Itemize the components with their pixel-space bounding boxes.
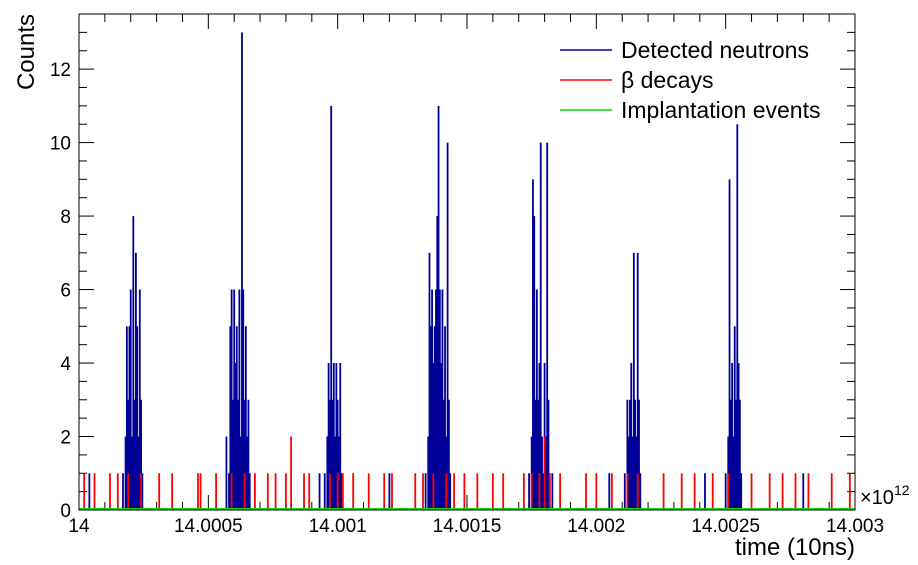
chart-bars (83, 32, 851, 510)
y-axis-label: Counts (13, 14, 40, 90)
x-axis-multiplier-exponent: 12 (894, 482, 910, 498)
y-tick-label: 8 (60, 207, 71, 228)
x-tick-label: 14.0015 (433, 516, 502, 537)
y-tick-label: 12 (50, 60, 71, 81)
x-tick-label: 14.001 (309, 516, 367, 537)
y-tick-label: 6 (60, 281, 71, 302)
x-tick-label: 14 (68, 516, 90, 537)
x-tick-label: 14.003 (826, 516, 884, 537)
x-axis-multiplier-base: ×10 (860, 487, 894, 509)
legend: Detected neutrons β decays Implantation … (560, 37, 820, 123)
y-tick-label: 10 (50, 134, 71, 155)
legend-label-detected-neutrons: Detected neutrons (621, 37, 809, 63)
x-tick-label: 14.0025 (691, 516, 760, 537)
x-axis-label: time (10ns) (735, 534, 855, 561)
x-axis-multiplier: ×1012 (860, 482, 910, 509)
plot-frame (78, 13, 856, 511)
x-tick-label: 14.0005 (174, 516, 243, 537)
x-tick-label: 14.002 (567, 516, 625, 537)
x-tick-labels: 14 14.0005 14.001 14.0015 14.002 14.0025 14.00… (68, 516, 884, 537)
legend-label-implantation-events: Implantation events (621, 97, 820, 123)
y-tick-labels: 0 2 4 6 8 10 12 (50, 60, 72, 522)
legend-label-beta-decays: β decays (621, 67, 714, 93)
y-tick-label: 2 (60, 428, 71, 449)
y-tick-label: 0 (60, 501, 71, 522)
y-tick-label: 4 (60, 354, 71, 375)
